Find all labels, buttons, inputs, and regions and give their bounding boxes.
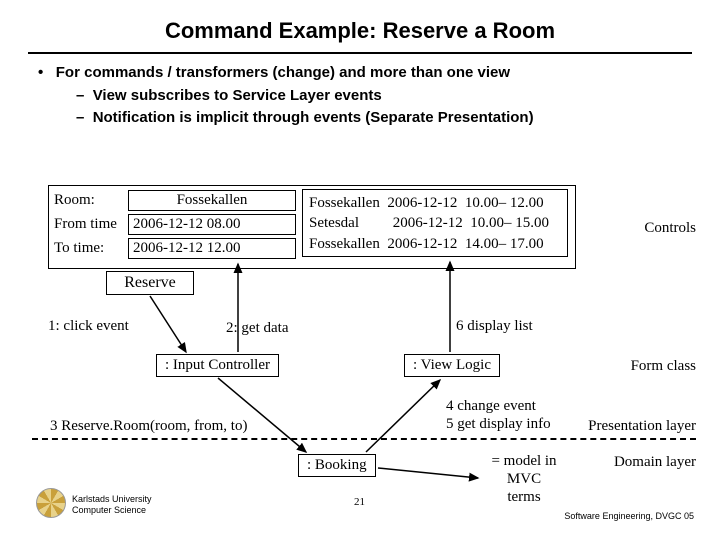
footer-course: Software Engineering, DVGC 05: [564, 511, 694, 522]
page-number: 21: [354, 496, 365, 508]
footer-uni: Karlstads University Computer Science: [72, 494, 152, 516]
arrow-click: [0, 0, 720, 540]
university-logo: [36, 488, 66, 518]
